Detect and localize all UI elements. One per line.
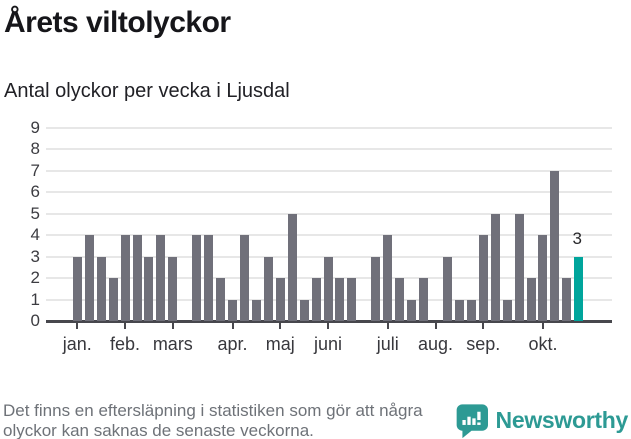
x-tick-juni — [327, 322, 330, 329]
gridline-3 — [46, 255, 612, 258]
bar-week-4 — [108, 278, 118, 321]
x-label-juli: juli — [376, 334, 399, 354]
page-title: Årets viltolyckor — [4, 6, 231, 39]
bar-week-15 — [239, 235, 249, 321]
bar-week-39 — [526, 278, 536, 321]
bar-week-20 — [299, 299, 309, 321]
x-label-okt: okt. — [528, 334, 558, 354]
bar-week-16 — [251, 299, 261, 321]
bar-week-24 — [347, 278, 357, 321]
x-tick-aug — [434, 322, 437, 329]
bar-week-23 — [335, 278, 345, 321]
y-tick-label-8: 8 — [30, 139, 40, 159]
x-tick-feb — [124, 322, 127, 329]
y-tick-label-4: 4 — [30, 225, 40, 245]
x-label-apr: apr. — [217, 334, 248, 354]
x-label-maj: maj — [265, 334, 295, 354]
gridline-4 — [46, 234, 612, 237]
x-tick-mars — [171, 322, 174, 329]
gridline-5 — [46, 212, 612, 215]
gridline-7 — [46, 169, 612, 172]
x-label-feb: feb. — [110, 334, 141, 354]
x-tick-okt — [541, 322, 544, 329]
gridline-9 — [46, 127, 612, 129]
bar-week-34 — [466, 299, 476, 321]
gridline-6 — [46, 191, 612, 194]
bar-week-9 — [168, 256, 178, 321]
x-label-jan: jan. — [62, 334, 92, 354]
x-tick-apr — [231, 322, 234, 329]
bar-week-32 — [442, 256, 452, 321]
plot-area: 0 1 2 3 4 5 6 7 8 9 3 jan. feb. mars apr. maj juni juli au… — [31, 119, 612, 354]
bar-week-26 — [371, 256, 381, 321]
y-tick-label-5: 5 — [30, 203, 40, 223]
bar-week-27 — [383, 235, 393, 321]
x-label-sep: sep. — [466, 334, 501, 354]
y-tick-label-1: 1 — [30, 289, 40, 309]
bar-week-40 — [538, 235, 548, 321]
x-label-mars: mars — [152, 334, 193, 354]
bar-week-3 — [96, 256, 106, 321]
x-tick-sep — [482, 322, 485, 329]
bar-week-35 — [478, 235, 488, 321]
bar-week-17 — [263, 256, 273, 321]
y-tick-label-3: 3 — [30, 246, 40, 266]
bar-week-28 — [395, 278, 405, 321]
bar-week-42 — [562, 278, 572, 321]
bar-week-18 — [275, 278, 285, 321]
bar-current-week — [574, 256, 584, 321]
bar-week-22 — [323, 256, 333, 321]
bar-week-37 — [502, 299, 512, 321]
x-tick-maj — [279, 322, 282, 329]
bar-week-36 — [490, 213, 500, 321]
y-tick-label-9: 9 — [30, 118, 40, 137]
newsworthy-wordmark: Newsworthy — [495, 406, 629, 433]
x-label-aug: aug. — [417, 334, 454, 354]
x-tick-jan — [76, 322, 79, 329]
bar-week-5 — [120, 235, 130, 321]
bar-week-38 — [514, 213, 524, 321]
bar-week-6 — [132, 235, 142, 321]
bar-week-41 — [550, 170, 560, 321]
y-tick-label-2: 2 — [30, 268, 40, 288]
newsworthy-icon — [455, 402, 488, 439]
bar-chart: 0 1 2 3 4 5 6 7 8 9 3 jan. feb. mars apr. maj juni juli au… — [31, 119, 612, 354]
bar-week-11 — [192, 235, 202, 321]
last-value-label: 3 — [572, 228, 582, 248]
bar-week-7 — [144, 256, 154, 321]
bar-week-30 — [419, 278, 429, 321]
bar-week-19 — [287, 213, 297, 321]
bar-week-13 — [216, 278, 226, 321]
bar-week-14 — [228, 299, 238, 321]
bar-week-1 — [72, 256, 82, 321]
bar-week-21 — [311, 278, 321, 321]
x-axis-line — [46, 320, 612, 323]
y-tick-label-6: 6 — [30, 182, 40, 202]
y-tick-label-0: 0 — [30, 311, 40, 330]
chart-subtitle: Antal olyckor per vecka i Ljusdal — [4, 80, 290, 102]
bar-week-33 — [454, 299, 464, 321]
bar-week-29 — [407, 299, 417, 321]
footnote: Det finns en eftersläpning i statistiken… — [3, 401, 423, 439]
bar-week-12 — [204, 235, 214, 321]
x-label-juni: juni — [314, 334, 343, 354]
y-tick-label-7: 7 — [30, 160, 40, 180]
x-tick-juli — [386, 322, 389, 329]
gridline-8 — [46, 148, 612, 151]
newsworthy-logo: Newsworthy — [455, 402, 629, 439]
bar-week-2 — [84, 235, 94, 321]
bar-week-8 — [156, 235, 166, 321]
